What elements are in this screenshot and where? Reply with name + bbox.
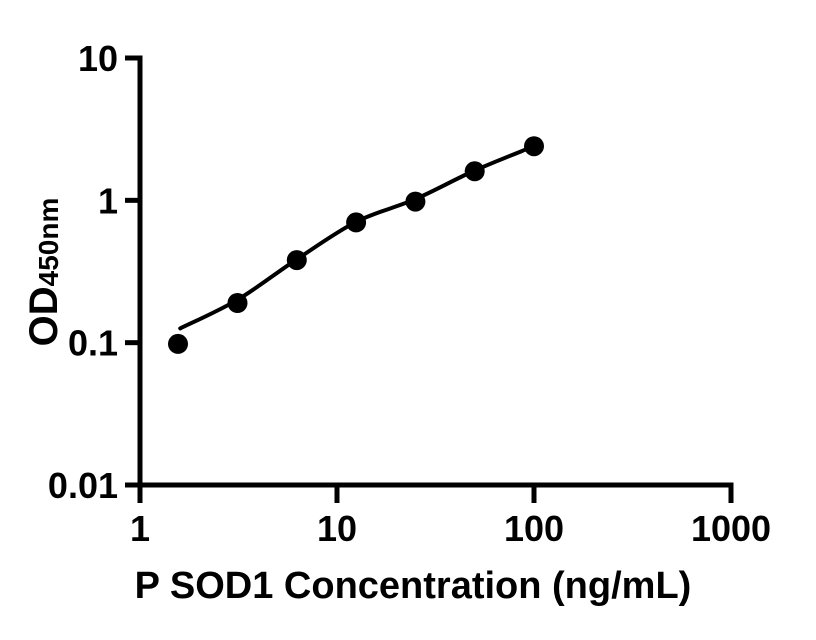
x-tick-label: 1 <box>130 508 150 549</box>
data-point <box>464 161 485 182</box>
x-axis-title: P SOD1 Concentration (ng/mL) <box>135 565 692 607</box>
y-tick-label: 1 <box>98 180 118 221</box>
y-axis-title-subscript: 450nm <box>33 198 64 287</box>
x-tick-label: 1000 <box>691 508 771 549</box>
y-tick-label: 10 <box>78 38 118 79</box>
y-tick-label: 0.1 <box>68 323 118 364</box>
data-point-series <box>168 136 544 354</box>
data-point <box>168 333 188 354</box>
y-axis-tick-labels: 0.01 0.1 1 10 <box>48 38 118 506</box>
data-point <box>286 250 307 271</box>
data-point <box>346 212 367 233</box>
x-axis-tick-labels: 1 10 100 1000 <box>130 508 771 549</box>
axis-frame <box>137 55 734 488</box>
x-tick-label: 100 <box>504 508 564 549</box>
y-tick-label: 0.01 <box>48 465 118 506</box>
y-axis-title: OD450nm <box>22 198 66 347</box>
y-axis-title-main: OD <box>22 286 66 346</box>
data-point <box>524 136 544 157</box>
data-point <box>227 293 248 313</box>
data-point <box>405 191 426 212</box>
x-tick-label: 10 <box>317 508 357 549</box>
x-axis-ticks <box>137 485 734 503</box>
